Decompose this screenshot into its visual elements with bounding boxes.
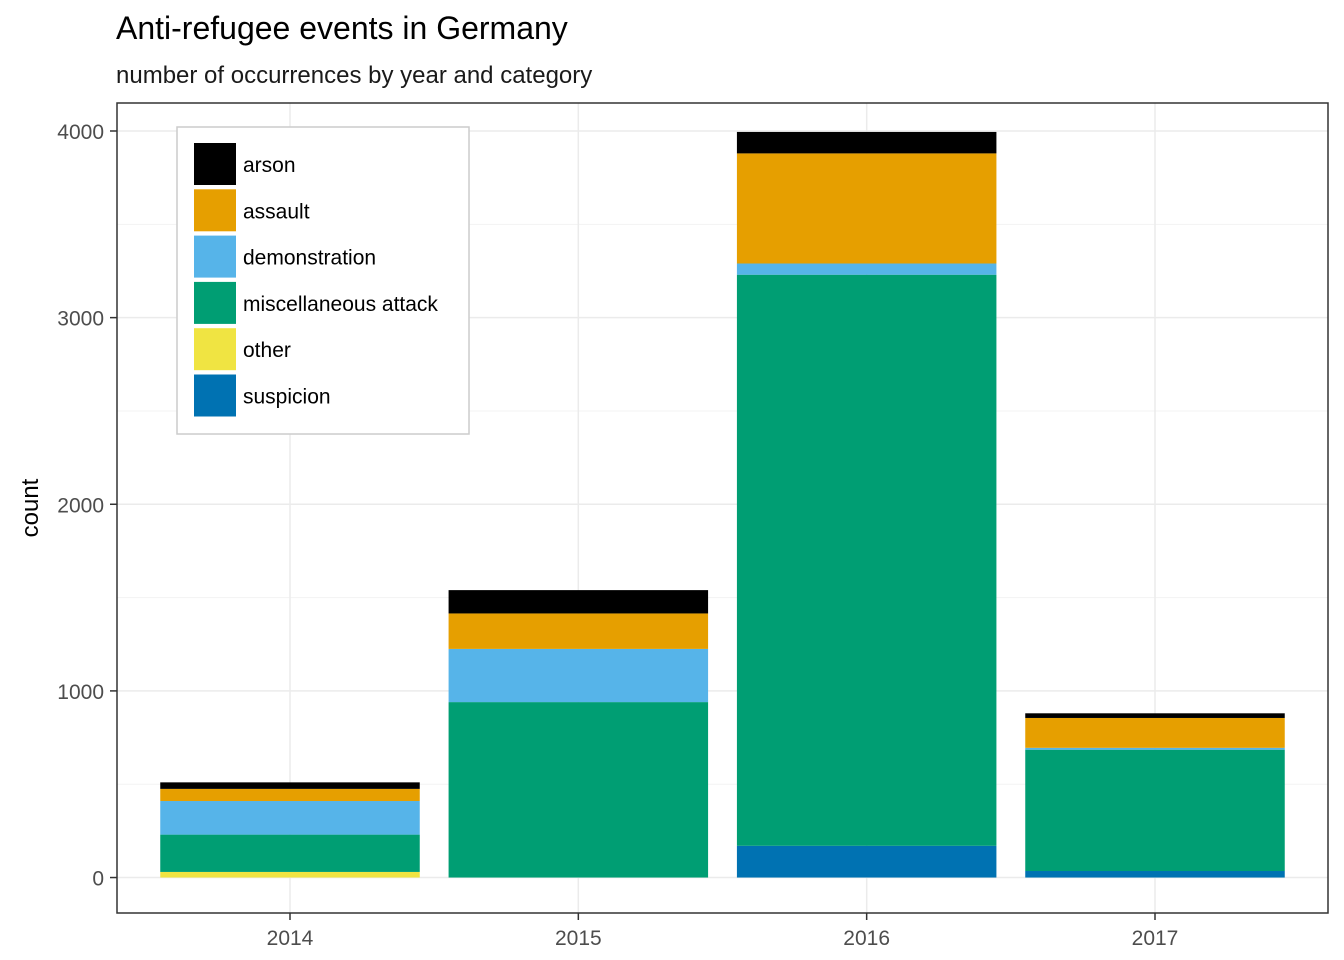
bar-2016-demonstration [736,263,997,275]
plot-border [116,102,1329,914]
y-axis-label: count [17,478,44,537]
x-tick-label: 2017 [1132,927,1179,950]
y-tick-label: 0 [92,868,104,891]
bar-2015-miscellaneous-attack [448,702,709,878]
axes: 0 1000 2000 3000 4000 2014 2015 2016 2017 [57,121,1178,950]
bar-2016-arson [736,131,997,154]
legend-key-suspicion [194,374,236,417]
legend-key-demonstration [194,235,236,278]
y-tick-label: 1000 [57,681,104,704]
chart-title: Anti-refugee events in Germany [116,10,568,46]
bar-2017-suspicion [1025,871,1285,878]
bar-2017-assault [1025,717,1285,748]
bar-2016-suspicion [736,845,997,878]
bar-2017-demonstration [1025,747,1285,750]
legend-label-other: other [243,339,291,362]
bar-2014-assault [160,788,420,802]
bar-2015-demonstration [448,648,709,703]
bar-2014-demonstration [160,801,420,835]
x-tick-label: 2014 [267,927,314,950]
x-tick-label: 2015 [555,927,602,950]
bar-2016-assault [736,153,997,264]
bar-2014-arson [160,782,420,789]
legend-key-miscellaneous-attack [194,281,236,324]
bar-2016-miscellaneous-attack [736,274,997,846]
legend-label-miscellaneous-attack: miscellaneous attack [243,293,438,316]
bar-2015-assault [448,613,709,649]
x-tick-label: 2016 [843,927,890,950]
bar-2015-arson [448,590,709,614]
legend-label-assault: assault [243,200,310,223]
legend-label-demonstration: demonstration [243,247,376,270]
legend-key-assault [194,189,236,232]
legend: arson assault demonstration miscellaneous a… [176,126,470,435]
y-tick-label: 2000 [57,494,104,517]
bars [160,131,1285,878]
chart-subtitle: number of occurrences by year and catego… [116,62,593,89]
legend-label-suspicion: suspicion [243,386,331,409]
bar-2014-other [160,871,420,878]
bar-2017-arson [1025,713,1285,718]
bar-2014-miscellaneous-attack [160,834,420,872]
legend-key-other [194,328,236,371]
legend-key-arson [194,143,236,185]
y-tick-label: 4000 [57,121,104,144]
y-tick-label: 3000 [57,308,104,331]
bar-2017-miscellaneous-attack [1025,749,1285,872]
legend-label-arson: arson [243,154,296,177]
